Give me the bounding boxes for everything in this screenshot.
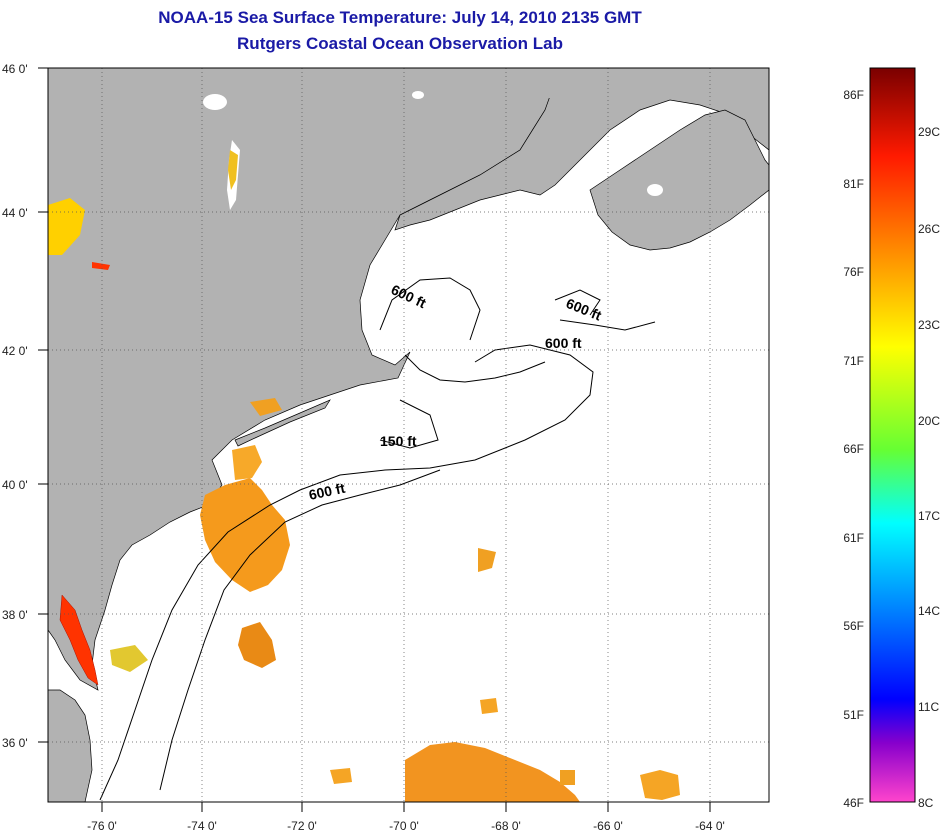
lat-label: 36 0' bbox=[2, 736, 28, 750]
lon-label: -64 0' bbox=[695, 819, 725, 833]
lake bbox=[647, 184, 663, 196]
colorbar-c-label: 23C bbox=[918, 318, 940, 332]
colorbar-c-label: 26C bbox=[918, 222, 940, 236]
lon-label: -76 0' bbox=[87, 819, 117, 833]
delmarva-peninsula bbox=[48, 689, 93, 802]
contour-label: 600 ft bbox=[307, 480, 346, 503]
colorbar-f-label: 56F bbox=[843, 619, 864, 633]
lat-label: 42 0' bbox=[2, 344, 28, 358]
lon-label: -70 0' bbox=[389, 819, 419, 833]
lon-label: -72 0' bbox=[287, 819, 317, 833]
contour-label: 150 ft bbox=[380, 433, 417, 449]
colorbar-f-label: 61F bbox=[843, 531, 864, 545]
lat-label: 38 0' bbox=[2, 608, 28, 622]
colorbar-f-label: 86F bbox=[843, 88, 864, 102]
colorbar-c-label: 14C bbox=[918, 604, 940, 618]
map-subtitle: Rutgers Coastal Ocean Observation Lab bbox=[237, 34, 563, 53]
lat-label: 46 0' bbox=[2, 62, 28, 76]
chesapeake-sst bbox=[59, 594, 99, 686]
map-frame bbox=[47, 67, 770, 803]
colorbar-c-label: 29C bbox=[918, 125, 940, 139]
lake bbox=[203, 94, 227, 110]
graticule bbox=[48, 68, 769, 802]
lon-label: -68 0' bbox=[491, 819, 521, 833]
contour-label: 600 ft bbox=[545, 335, 582, 351]
lon-label: -66 0' bbox=[593, 819, 623, 833]
map-title: NOAA-15 Sea Surface Temperature: July 14… bbox=[158, 8, 642, 27]
colorbar-f-label: 71F bbox=[843, 354, 864, 368]
lat-label: 40 0' bbox=[2, 478, 28, 492]
axis-ticks bbox=[38, 67, 711, 812]
colorbar-f-label: 81F bbox=[843, 177, 864, 191]
lake-ontario-sst bbox=[48, 198, 85, 255]
lat-label: 44 0' bbox=[2, 206, 28, 220]
lake bbox=[412, 91, 424, 99]
lon-label: -74 0' bbox=[187, 819, 217, 833]
colorbar-f-label: 46F bbox=[843, 796, 864, 810]
colorbar-c-label: 8C bbox=[918, 796, 934, 810]
colorbar-c-label: 11C bbox=[918, 700, 939, 714]
bathymetry-contours bbox=[99, 277, 656, 801]
colorbar bbox=[869, 67, 916, 803]
nova-scotia bbox=[589, 109, 769, 251]
long-island bbox=[234, 399, 331, 447]
colorbar-c-label: 17C bbox=[918, 509, 940, 523]
lake-champlain-sst bbox=[228, 150, 238, 190]
colorbar-f-label: 51F bbox=[843, 708, 864, 722]
colorbar-f-label: 76F bbox=[843, 265, 864, 279]
northern-land-strip bbox=[48, 68, 769, 98]
colorbar-f-label: 66F bbox=[843, 442, 864, 456]
colorbar-c-label: 20C bbox=[918, 414, 940, 428]
